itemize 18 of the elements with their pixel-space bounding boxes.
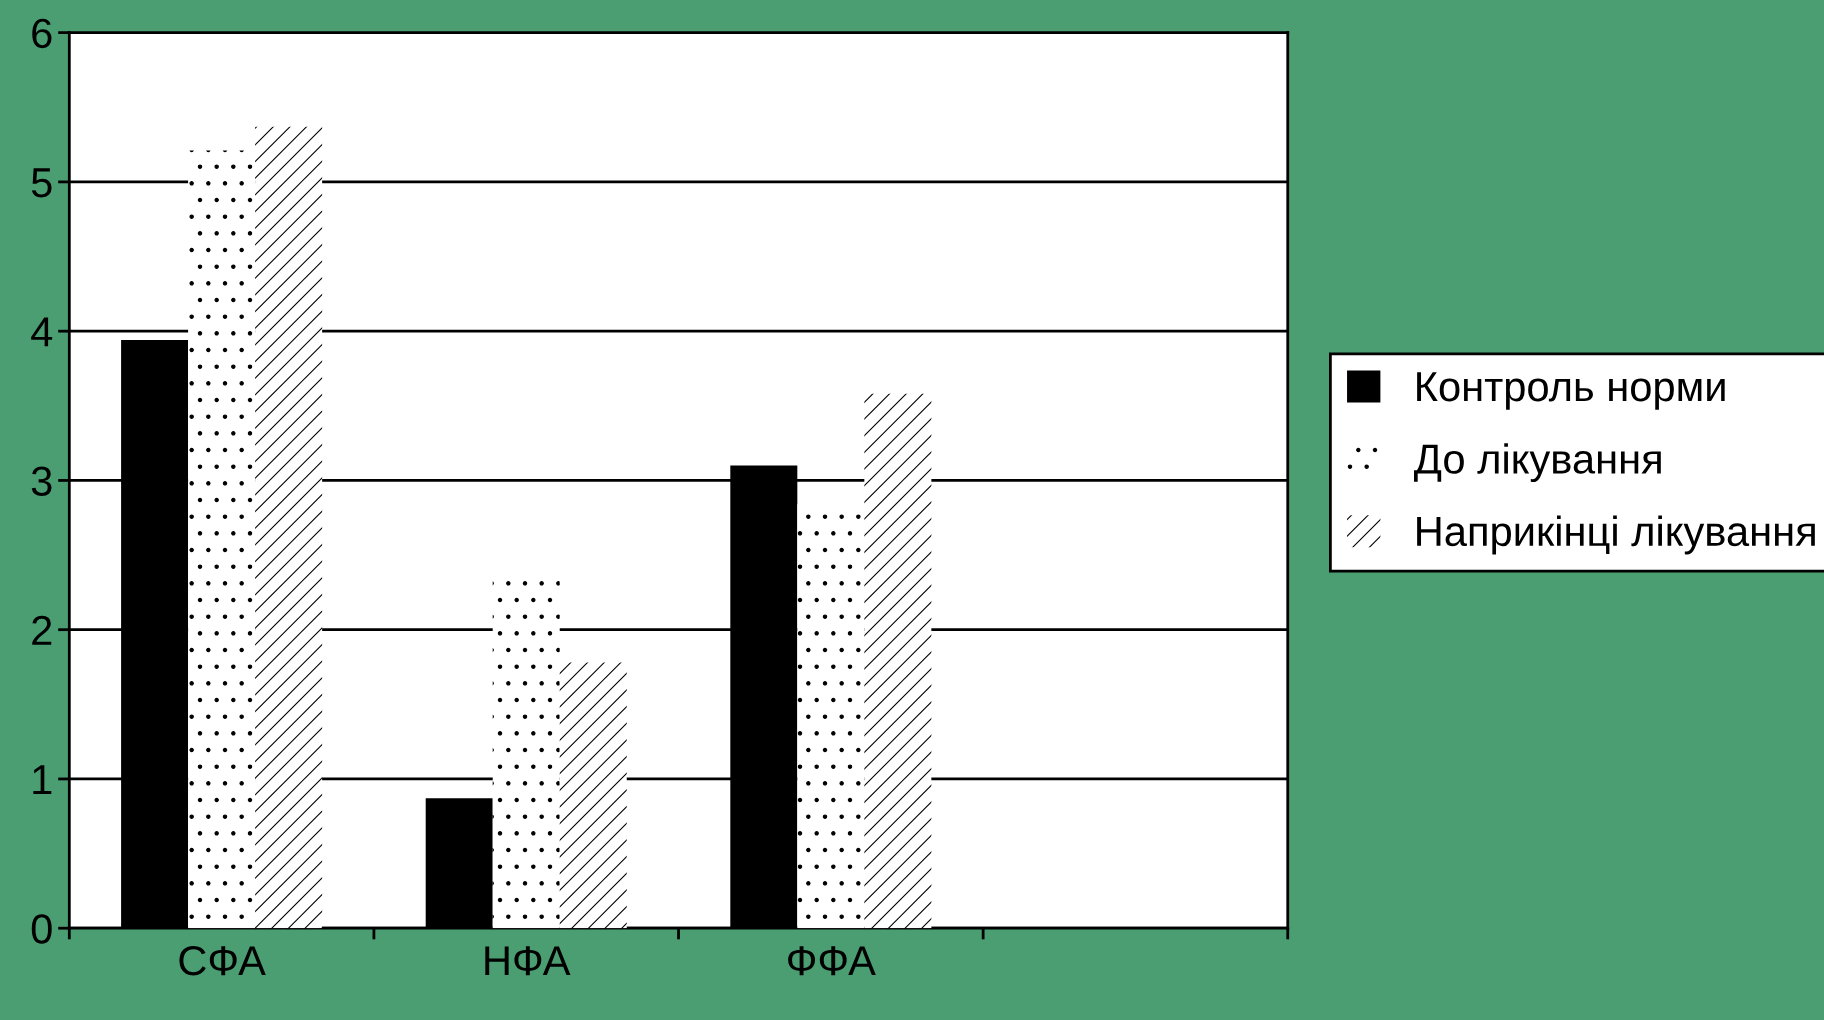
x-tick-label: НФА [485,946,571,976]
bar [797,504,865,929]
bar [559,662,627,929]
bar [255,126,323,929]
y-tick-label: 3 [31,466,52,496]
bar [864,393,932,929]
y-tick-label: 0 [31,914,52,944]
bar [188,150,256,929]
y-tick-label: 2 [32,615,52,645]
y-tick-label: 1 [33,765,52,795]
y-tick-label: 5 [31,168,52,198]
y-tick-label: 6 [32,18,52,49]
x-tick-label: СФА [179,945,266,976]
legend-label: Контроль норми [1417,372,1725,410]
legend-label: Наприкінці лікування [1417,515,1815,555]
legend-label: До лікування [1414,443,1661,483]
y-tick-label: 4 [31,317,53,347]
x-tick-label: ФФА [788,946,876,976]
